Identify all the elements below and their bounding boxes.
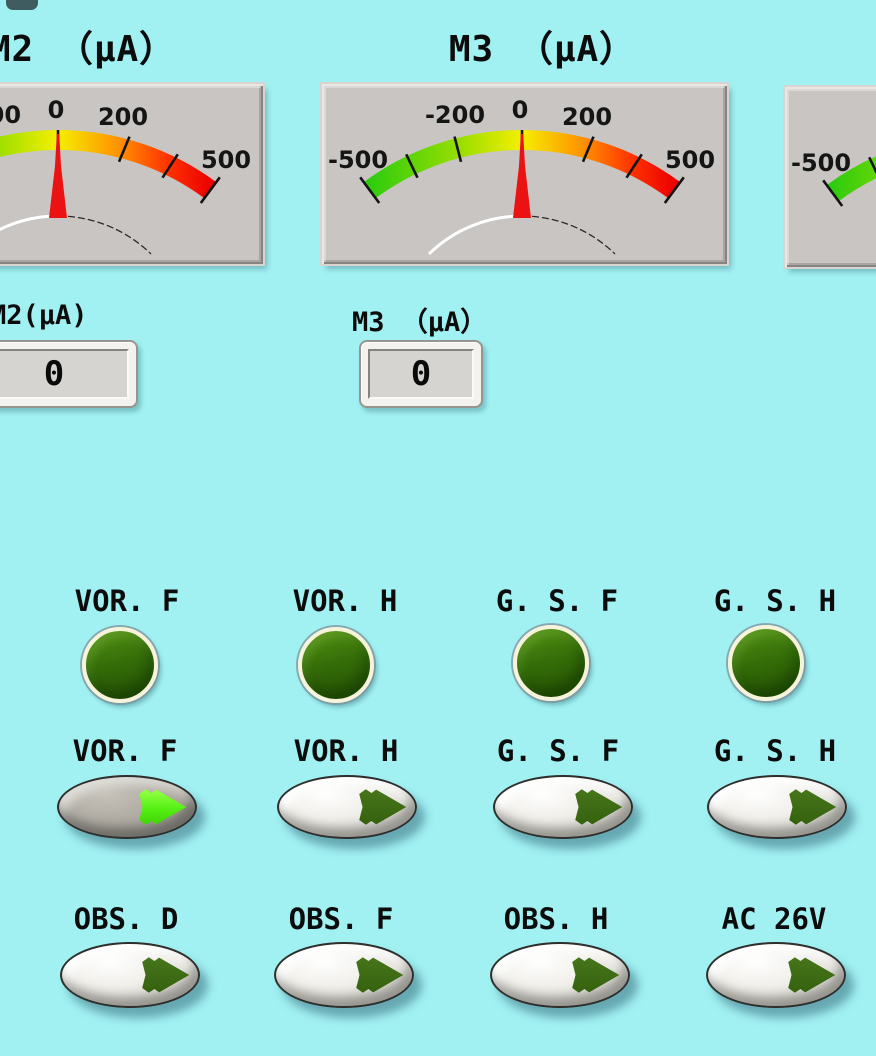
meter-m3-title: M3 （μA） xyxy=(448,29,637,70)
gauge-rim-shadow xyxy=(521,215,616,255)
meter-m2-title: M2 （μA） xyxy=(0,29,177,70)
readout-m3-label: M3 （μA） xyxy=(352,307,488,338)
switch-gs-f-label: G. S. F xyxy=(496,734,620,768)
switch-vor-f-label: VOR. F xyxy=(72,734,178,768)
arrow-icon xyxy=(575,789,623,825)
led-gs-h-indicator xyxy=(728,625,804,701)
led-gs-f-label: G. S. F xyxy=(495,584,619,618)
switch-gs-h-label: G. S. H xyxy=(713,734,837,768)
switch-gs-h-button[interactable] xyxy=(707,775,847,839)
switch-vor-f-button[interactable] xyxy=(57,775,197,839)
partial-offscreen-control xyxy=(6,0,38,10)
arrow-icon xyxy=(789,789,837,825)
gauge-m3-svg xyxy=(359,130,685,256)
gauge-rim-shadow xyxy=(57,215,152,255)
led-vor-h-indicator xyxy=(298,627,374,703)
led-gs-h-label: G. S. H xyxy=(713,584,837,618)
tick-label: -200 xyxy=(424,101,486,129)
button-obs-d-label: OBS. D xyxy=(73,902,179,936)
arrow-icon xyxy=(572,957,620,993)
meter-m4-gauge: -500 -200 0 200 500 xyxy=(785,87,876,267)
gauge-ticks xyxy=(56,130,221,204)
arrow-icon xyxy=(356,957,404,993)
button-obs-h[interactable] xyxy=(490,942,630,1008)
gauge-m4-svg xyxy=(822,156,876,207)
readout-m2-label: M2(μA) xyxy=(0,300,88,331)
readout-m3-display: 0 xyxy=(359,340,483,408)
tick-label: -500 xyxy=(328,146,389,174)
arrow-icon xyxy=(142,957,190,993)
readout-m2-display: 0 xyxy=(0,340,138,408)
tick-label: 200 xyxy=(561,103,613,131)
gauge-ticks xyxy=(359,130,685,204)
gauge-rim-highlight xyxy=(0,214,59,232)
button-obs-f-label: OBS. F xyxy=(288,902,394,936)
tick-label: 0 xyxy=(511,96,529,124)
arrow-icon xyxy=(359,789,407,825)
gauge-needle xyxy=(513,134,531,218)
led-gs-f-indicator xyxy=(513,625,589,701)
switch-vor-h-button[interactable] xyxy=(277,775,417,839)
switch-vor-h-label: VOR. H xyxy=(293,734,399,768)
button-ac26v[interactable] xyxy=(706,942,846,1008)
tick-label: 500 xyxy=(200,146,252,174)
meter-m3-gauge: -500 -200 0 200 500 xyxy=(322,84,727,264)
switch-gs-f-button[interactable] xyxy=(493,775,633,839)
arrow-icon xyxy=(788,957,836,993)
button-obs-f[interactable] xyxy=(274,942,414,1008)
arrow-icon xyxy=(139,789,187,825)
tick-label: 500 xyxy=(664,146,716,174)
tick-label: 0 xyxy=(47,96,65,124)
gauge-arc xyxy=(826,156,876,202)
readout-m3-value: 0 xyxy=(410,354,432,394)
gauge-arc xyxy=(0,130,217,199)
meter-m2-gauge: -500 -200 0 200 500 xyxy=(0,84,263,264)
gauge-rim-highlight xyxy=(427,214,523,256)
tick-label: -200 xyxy=(0,101,22,129)
led-vor-f-label: VOR. F xyxy=(74,584,180,618)
button-obs-h-label: OBS. H xyxy=(503,902,609,936)
led-vor-f-indicator xyxy=(82,627,158,703)
readout-m2-value: 0 xyxy=(43,354,65,394)
button-ac26v-label: AC 26V xyxy=(721,902,827,936)
led-vor-h-label: VOR. H xyxy=(292,584,398,618)
gauge-needle xyxy=(49,134,67,218)
gauge-ticks xyxy=(822,156,876,207)
tick-label: 200 xyxy=(97,103,149,131)
button-obs-d[interactable] xyxy=(60,942,200,1008)
tick-label: -500 xyxy=(791,149,852,177)
gauge-m2-svg xyxy=(0,130,221,255)
